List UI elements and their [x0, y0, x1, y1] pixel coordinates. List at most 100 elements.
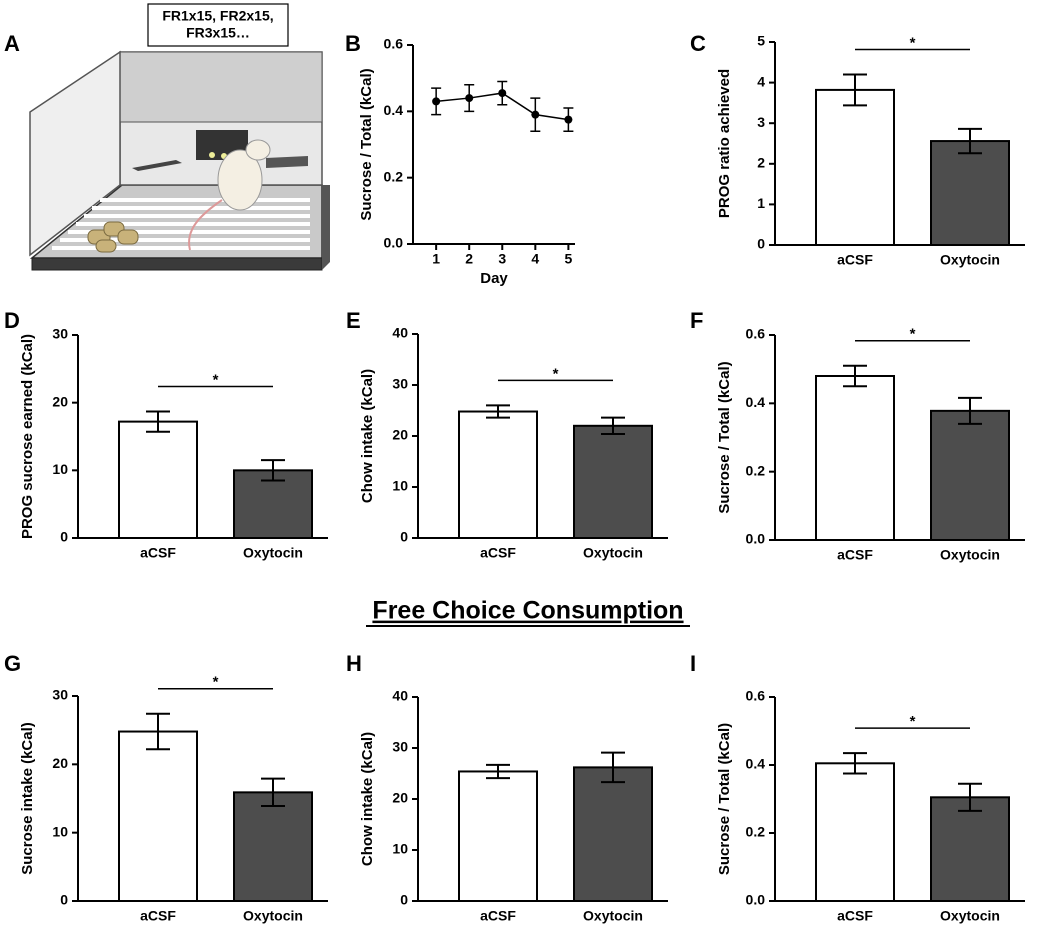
- significance-label: *: [910, 34, 916, 51]
- y-tick-label: 30: [392, 739, 408, 755]
- data-point: [432, 97, 441, 106]
- y-tick-label: 40: [392, 688, 408, 704]
- y-tick-label: 0.2: [746, 462, 766, 478]
- y-tick-label: 2: [757, 155, 765, 171]
- section-title: Free Choice Consumption: [372, 597, 683, 625]
- y-axis-title: Sucrose / Total (kCal): [716, 361, 733, 513]
- bar: [930, 140, 1010, 246]
- significance-label: *: [910, 326, 916, 343]
- y-tick-label: 40: [392, 325, 408, 341]
- y-tick-label: 20: [392, 427, 408, 443]
- error-bar: [843, 364, 867, 388]
- y-axis-title: PROG sucrose earned (kCal): [19, 334, 36, 539]
- panel-letter: B: [345, 31, 361, 56]
- y-tick-label: 0.4: [384, 102, 404, 118]
- bar: [815, 375, 895, 541]
- y-tick-label: 10: [52, 823, 68, 839]
- x-tick-label: 1: [432, 251, 440, 267]
- y-tick-label: 0.6: [746, 688, 766, 704]
- x-tick-label: 2: [465, 251, 473, 267]
- y-tick-label: 0.2: [384, 168, 404, 184]
- y-tick-label: 30: [52, 687, 68, 703]
- x-tick-label: aCSF: [837, 908, 873, 924]
- y-tick-label: 0: [60, 529, 68, 545]
- y-tick-label: 0.2: [746, 824, 766, 840]
- x-tick-label: aCSF: [480, 908, 516, 924]
- y-tick-label: 0: [60, 892, 68, 908]
- y-tick-label: 20: [52, 755, 68, 771]
- error-bar: [958, 396, 982, 425]
- bar: [930, 796, 1010, 902]
- bar: [458, 770, 538, 903]
- x-tick-label: Oxytocin: [940, 547, 1000, 563]
- y-tick-label: 4: [757, 73, 765, 89]
- panel-letter: I: [690, 651, 696, 676]
- bar: [458, 410, 538, 539]
- error-bar: [958, 782, 982, 812]
- panel-letter: F: [690, 308, 703, 333]
- y-tick-label: 0.6: [746, 326, 766, 342]
- bar: [118, 420, 198, 540]
- panel-letter: G: [4, 651, 21, 676]
- y-axis-title: PROG ratio achieved: [716, 69, 733, 218]
- significance-label: *: [213, 674, 219, 691]
- x-tick-label: Oxytocin: [583, 545, 643, 561]
- bar: [815, 88, 895, 246]
- bar: [118, 730, 198, 902]
- y-tick-label: 0.0: [384, 235, 404, 251]
- x-axis-title: Day: [480, 270, 508, 287]
- x-tick-label: aCSF: [140, 545, 176, 561]
- error-bar: [486, 763, 510, 780]
- y-axis-title: Chow intake (kCal): [359, 732, 376, 866]
- y-axis-title: Sucrose / Total (kCal): [358, 68, 375, 220]
- y-tick-label: 30: [52, 326, 68, 342]
- error-bar: [486, 404, 510, 419]
- y-tick-label: 0.0: [746, 892, 766, 908]
- y-tick-label: 0.4: [746, 394, 766, 410]
- significance-label: *: [553, 365, 559, 382]
- cage-label: FR3x15…: [186, 25, 250, 41]
- y-axis-title: Chow intake (kCal): [359, 369, 376, 503]
- data-point: [465, 94, 474, 103]
- x-tick-label: aCSF: [837, 547, 873, 563]
- bar: [815, 762, 895, 902]
- x-tick-label: 3: [498, 251, 506, 267]
- x-tick-label: Oxytocin: [940, 252, 1000, 268]
- error-bar: [601, 416, 625, 435]
- significance-label: *: [910, 713, 916, 730]
- cage-illustration: [29, 3, 330, 271]
- panel-letter: H: [346, 651, 362, 676]
- panel-letter: A: [4, 31, 20, 56]
- y-tick-label: 1: [757, 195, 765, 211]
- bar: [930, 409, 1010, 541]
- bar: [573, 424, 653, 539]
- significance-label: *: [213, 371, 219, 388]
- error-bar: [843, 73, 867, 107]
- x-tick-label: aCSF: [837, 252, 873, 268]
- error-bar: [261, 777, 285, 808]
- panel-letter: D: [4, 308, 20, 333]
- data-point: [564, 115, 573, 124]
- data-point: [531, 110, 540, 119]
- x-tick-label: 4: [531, 251, 539, 267]
- y-tick-label: 20: [52, 393, 68, 409]
- error-bar: [843, 752, 867, 775]
- y-tick-label: 3: [757, 114, 765, 130]
- error-bar: [146, 712, 170, 751]
- y-tick-label: 20: [392, 790, 408, 806]
- y-axis-title: Sucrose intake (kCal): [19, 722, 36, 875]
- y-axis-title: Sucrose / Total (kCal): [716, 723, 733, 875]
- panel-letter: E: [346, 308, 361, 333]
- y-tick-label: 10: [392, 841, 408, 857]
- y-tick-label: 5: [757, 33, 765, 49]
- y-tick-label: 0.0: [746, 531, 766, 547]
- y-tick-label: 0.6: [384, 36, 404, 52]
- x-tick-label: 5: [564, 251, 572, 267]
- x-tick-label: aCSF: [140, 908, 176, 924]
- x-tick-label: Oxytocin: [243, 908, 303, 924]
- y-tick-label: 10: [52, 461, 68, 477]
- error-bar: [261, 459, 285, 482]
- x-tick-label: Oxytocin: [583, 908, 643, 924]
